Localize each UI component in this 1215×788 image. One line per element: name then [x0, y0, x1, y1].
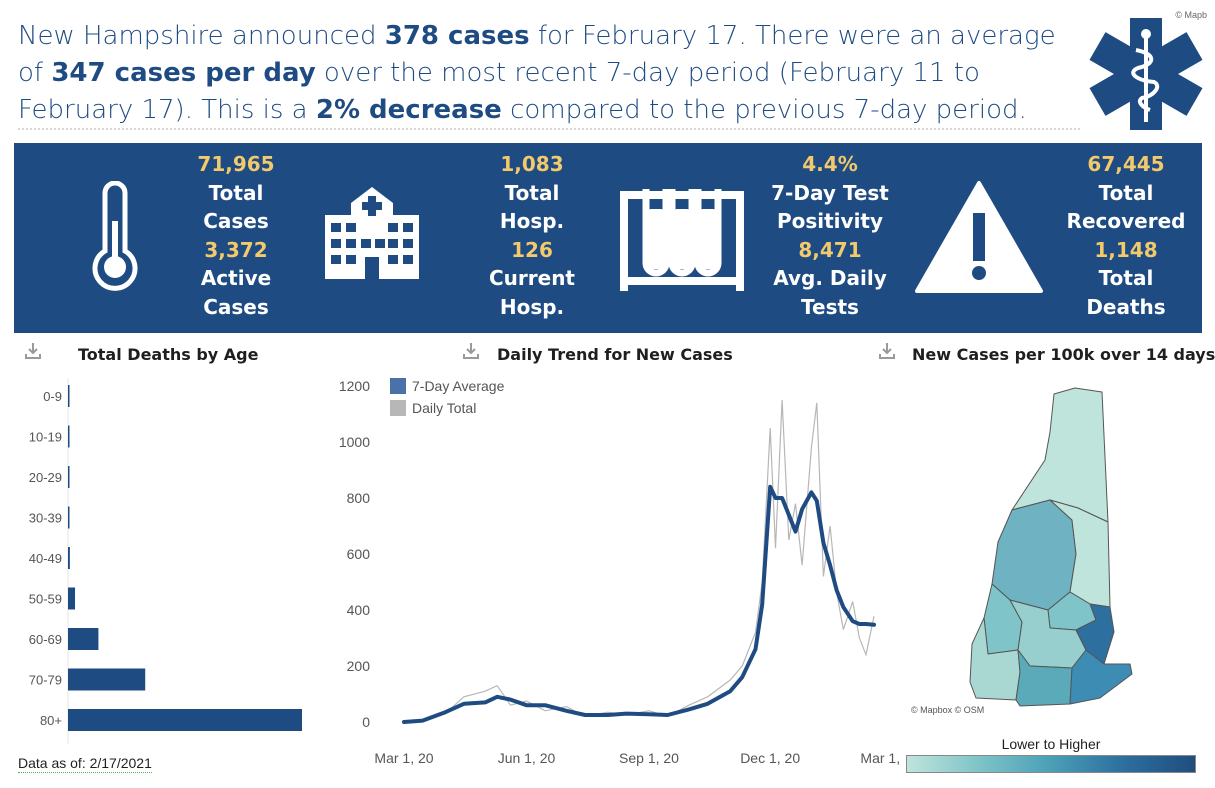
total-hosp-label-1: Total — [504, 180, 560, 205]
county-hillsborough — [1015, 649, 1073, 707]
x-tick-label: Dec 1, 20 — [740, 750, 800, 766]
y-tick-label: 1000 — [339, 434, 370, 450]
total-cases-label-2: Cases — [203, 209, 269, 234]
age-bar[interactable] — [68, 587, 76, 610]
legend-label: 7-Day Average — [412, 378, 505, 394]
series-7day-average-line[interactable] — [402, 484, 876, 724]
county-grafton — [991, 499, 1077, 611]
deaths-by-age-title: Total Deaths by Age — [78, 345, 259, 364]
age-bar[interactable] — [68, 628, 99, 650]
hospital-icon — [325, 187, 419, 279]
headline-change: 2% decrease — [315, 95, 502, 125]
headline-avg-cases: 347 cases per day — [51, 58, 316, 88]
age-bar[interactable] — [68, 547, 70, 569]
county-rockingham — [1069, 649, 1133, 705]
total-hosp-label-2: Hosp. — [499, 209, 565, 234]
age-tick-label: 10-19 — [29, 430, 62, 445]
kpi-banner: 71,965 Total Cases 3,372 Active Cases 1,… — [14, 143, 1202, 333]
y-tick-label: 800 — [347, 490, 371, 506]
download-icon-trend[interactable] — [462, 342, 480, 360]
avg-tests-value: 8,471 — [798, 237, 862, 262]
download-icon-deaths[interactable] — [24, 342, 42, 360]
positivity-value: 4.4% — [802, 152, 858, 176]
kpi-hospitalizations: 1,083 Total Hosp. 126 Current Hosp. — [462, 150, 602, 322]
age-bar[interactable] — [68, 425, 70, 448]
total-deaths-label-2: Deaths — [1086, 294, 1166, 319]
county-coos — [1011, 387, 1109, 523]
x-tick-label: Jun 1, 20 — [498, 750, 556, 766]
map-title: New Cases per 100k over 14 days — [912, 345, 1215, 364]
download-icon-map[interactable] — [878, 342, 896, 360]
x-tick-label: Mar 1, 20 — [374, 750, 433, 766]
series-daily-total-line[interactable] — [403, 399, 875, 723]
age-tick-label: 20-29 — [29, 470, 62, 485]
ems-star-of-life-icon — [1089, 18, 1203, 130]
total-cases-value: 71,965 — [197, 152, 275, 176]
data-as-of: Data as of: 2/17/2021 — [18, 755, 152, 773]
total-hosp-value: 1,083 — [500, 152, 564, 176]
legend-label: Daily Total — [412, 400, 476, 416]
age-tick-label: 0-9 — [43, 389, 62, 404]
x-tick-label: Sep 1, 20 — [619, 750, 679, 766]
age-bar[interactable] — [68, 466, 70, 488]
thermometer-icon — [92, 181, 138, 291]
age-tick-label: 40-49 — [29, 551, 62, 566]
age-tick-label: 80+ — [40, 713, 62, 728]
y-tick-label: 0 — [362, 714, 370, 730]
y-tick-label: 1200 — [339, 378, 370, 394]
y-tick-label: 200 — [347, 658, 371, 674]
active-cases-value: 3,372 — [204, 237, 268, 262]
age-bar[interactable] — [68, 385, 70, 407]
total-deaths-value: 1,148 — [1094, 237, 1158, 262]
age-tick-label: 50-59 — [29, 592, 62, 607]
daily-trend-chart: 0 200 400 600 800 1000 1200 Mar 1, 20 Jun 1, 20 S… — [339, 378, 900, 766]
total-recovered-label-1: Total — [1098, 180, 1154, 205]
y-tick-label: 400 — [347, 602, 371, 618]
age-bar[interactable] — [68, 506, 70, 529]
avg-tests-label-2: Tests — [801, 294, 859, 319]
nh-county-map[interactable] — [900, 372, 1210, 722]
avg-tests-label-1: Avg. Daily — [773, 266, 887, 291]
total-cases-label-1: Total — [208, 180, 264, 205]
positivity-label-1: 7-Day Test — [771, 180, 889, 205]
y-tick-label: 600 — [347, 546, 371, 562]
active-cases-label-1: Active — [200, 266, 272, 291]
deaths-by-age-chart: 0-9 10-19 20-29 30-39 40-49 50-59 60-69 70-79 80… — [29, 378, 302, 744]
total-recovered-label-2: Recovered — [1066, 209, 1186, 234]
headline-cases-today: 378 cases — [384, 21, 530, 51]
age-tick-label: 60-69 — [29, 632, 62, 647]
legend-swatch — [390, 400, 406, 416]
current-hosp-value: 126 — [511, 237, 553, 262]
total-deaths-label-1: Total — [1098, 266, 1154, 291]
warning-icon — [915, 181, 1043, 293]
current-hosp-label-1: Current — [488, 266, 575, 291]
age-tick-label: 70-79 — [29, 673, 62, 688]
test-tubes-icon — [620, 189, 744, 291]
age-bar[interactable] — [68, 668, 146, 691]
kpi-testing: 4.4% 7-Day Test Positivity 8,471 Avg. Da… — [760, 150, 900, 322]
gradient-legend-label: Lower to Higher — [1001, 736, 1101, 752]
daily-trend-title: Daily Trend for New Cases — [497, 345, 733, 364]
x-tick-label: Mar 1, 21 — [860, 750, 900, 766]
legend-swatch — [390, 378, 406, 394]
kpi-outcomes: 67,445 Total Recovered 1,148 Total Death… — [1056, 150, 1196, 322]
corner-credit: © Mapb — [1175, 10, 1207, 20]
total-recovered-value: 67,445 — [1087, 152, 1165, 176]
positivity-label-2: Positivity — [776, 209, 884, 234]
age-tick-label: 30-39 — [29, 511, 62, 526]
age-bar[interactable] — [68, 709, 302, 731]
current-hosp-label-2: Hosp. — [499, 294, 565, 319]
headline-divider — [18, 128, 1080, 130]
kpi-cases: 71,965 Total Cases 3,372 Active Cases — [166, 150, 306, 322]
active-cases-label-2: Cases — [203, 294, 269, 319]
headline: New Hampshire announced 378 cases for Fe… — [18, 21, 1056, 125]
map-credit: © Mapbox © OSM — [911, 705, 985, 715]
gradient-legend-bar — [906, 755, 1196, 773]
